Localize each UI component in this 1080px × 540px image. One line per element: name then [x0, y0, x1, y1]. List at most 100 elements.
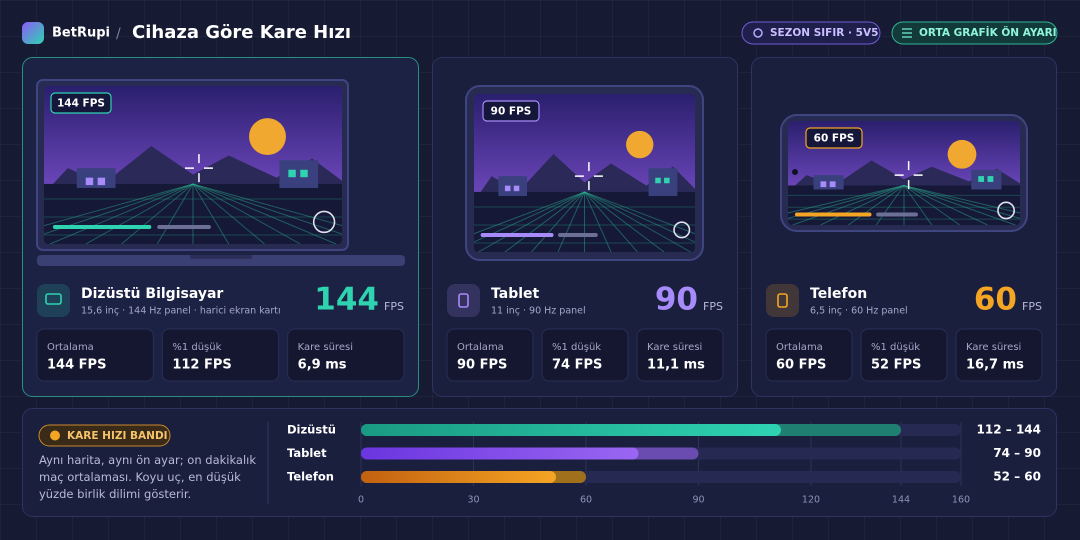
stat-box: [955, 328, 1043, 382]
band-low: [361, 471, 556, 483]
building: [971, 169, 1002, 190]
floor-line: [903, 185, 988, 225]
floor-line: [788, 184, 905, 225]
window: [978, 176, 985, 182]
stat-box: [541, 328, 629, 382]
hud-bar: [557, 233, 598, 238]
band-low: [361, 424, 781, 436]
floor-line: [504, 191, 585, 252]
floor-line: [531, 191, 585, 252]
hud-bar: [52, 225, 152, 230]
building: [498, 176, 528, 196]
floor-line: [192, 183, 265, 244]
stat-box: [636, 328, 724, 382]
floor-line: [788, 184, 905, 225]
stat-label: Ortalama: [776, 342, 823, 353]
fps-badge-text: 90 FPS: [491, 106, 532, 118]
stat-box: [765, 328, 853, 382]
preset-badge: [891, 21, 1058, 45]
x-tick-label: 144: [892, 495, 910, 506]
crosshair: [574, 162, 603, 191]
floor-line: [192, 183, 337, 244]
fps-value: 60: [974, 282, 1017, 318]
hud-bar: [157, 225, 211, 230]
window: [987, 176, 994, 182]
fps-badge: [482, 100, 540, 122]
season-text: SEZON SIFIR · 5V5: [770, 27, 878, 39]
window: [664, 177, 670, 184]
hud-bar: [794, 212, 872, 217]
floor-line: [903, 184, 1020, 225]
range-label: 112 – 144: [977, 423, 1041, 437]
floor-line: [584, 191, 665, 252]
floor-line: [903, 184, 1020, 225]
floor-line: [192, 183, 230, 244]
window: [504, 185, 511, 192]
stat-value: 74 FPS: [552, 358, 602, 373]
floor-line: [903, 185, 960, 225]
band-badge: [38, 424, 171, 447]
stat-box: [446, 328, 534, 382]
floor-line: [903, 185, 1016, 225]
floor-line: [156, 183, 194, 244]
device-name: Telefon: [810, 286, 867, 302]
window: [97, 177, 106, 186]
floor-line: [792, 185, 905, 225]
stat-label: Kare süresi: [298, 342, 353, 353]
stat-label: %1 düşük: [871, 342, 920, 353]
floor-line: [474, 191, 585, 252]
stat-box: [287, 328, 405, 382]
x-tick-label: 60: [580, 495, 592, 506]
stat-label: Ortalama: [47, 342, 94, 353]
fps-value: 90: [655, 282, 698, 318]
range-label: 74 – 90: [993, 446, 1041, 460]
floor-line: [44, 183, 194, 244]
device-icon: [37, 284, 70, 317]
floor-line: [85, 183, 194, 244]
x-tick-label: 0: [358, 495, 364, 506]
stat-value: 11,1 ms: [647, 358, 705, 373]
floor-line: [121, 183, 194, 244]
device-spec: 11 inç · 90 Hz panel: [491, 306, 586, 317]
floor: [788, 185, 1020, 225]
preset-icon: [902, 28, 912, 38]
fps-unit: FPS: [703, 300, 723, 313]
floor-line: [584, 191, 612, 252]
logo: [22, 22, 44, 44]
fps-badge: [805, 127, 863, 149]
stat-label: Ortalama: [457, 342, 504, 353]
sun: [626, 130, 654, 159]
device-glyph: [777, 293, 788, 308]
x-tick-label: 30: [467, 495, 479, 506]
stat-label: Kare süresi: [647, 342, 702, 353]
season-icon: [753, 28, 763, 38]
band-description: Aynı harita, aynı ön ayar; on dakikalık …: [39, 453, 257, 501]
stat-value: 16,7 ms: [966, 358, 1024, 373]
laptop-base: [37, 255, 405, 266]
window: [300, 169, 308, 178]
building: [76, 168, 116, 188]
window: [513, 185, 520, 192]
floor-line: [903, 185, 933, 225]
device-icon: [447, 284, 480, 317]
window: [655, 177, 661, 184]
stat-box: [161, 328, 280, 382]
stat-value: 6,9 ms: [298, 358, 347, 373]
hud-button: [997, 201, 1016, 220]
floor-line: [584, 191, 695, 252]
band-badge-text: KARE HIZI BANDI: [67, 430, 168, 442]
season-badge: [741, 21, 881, 45]
floor-line: [584, 191, 691, 252]
building: [813, 175, 844, 190]
hud-button: [673, 221, 691, 239]
device-name: Dizüstü Bilgisayar: [81, 286, 223, 302]
floor: [474, 191, 695, 252]
floor-line: [49, 183, 194, 244]
floor-line: [875, 185, 905, 225]
stat-label: %1 düşük: [552, 342, 601, 353]
device-icon: [766, 284, 799, 317]
floor-line: [848, 185, 905, 225]
device-glyph: [45, 293, 62, 305]
